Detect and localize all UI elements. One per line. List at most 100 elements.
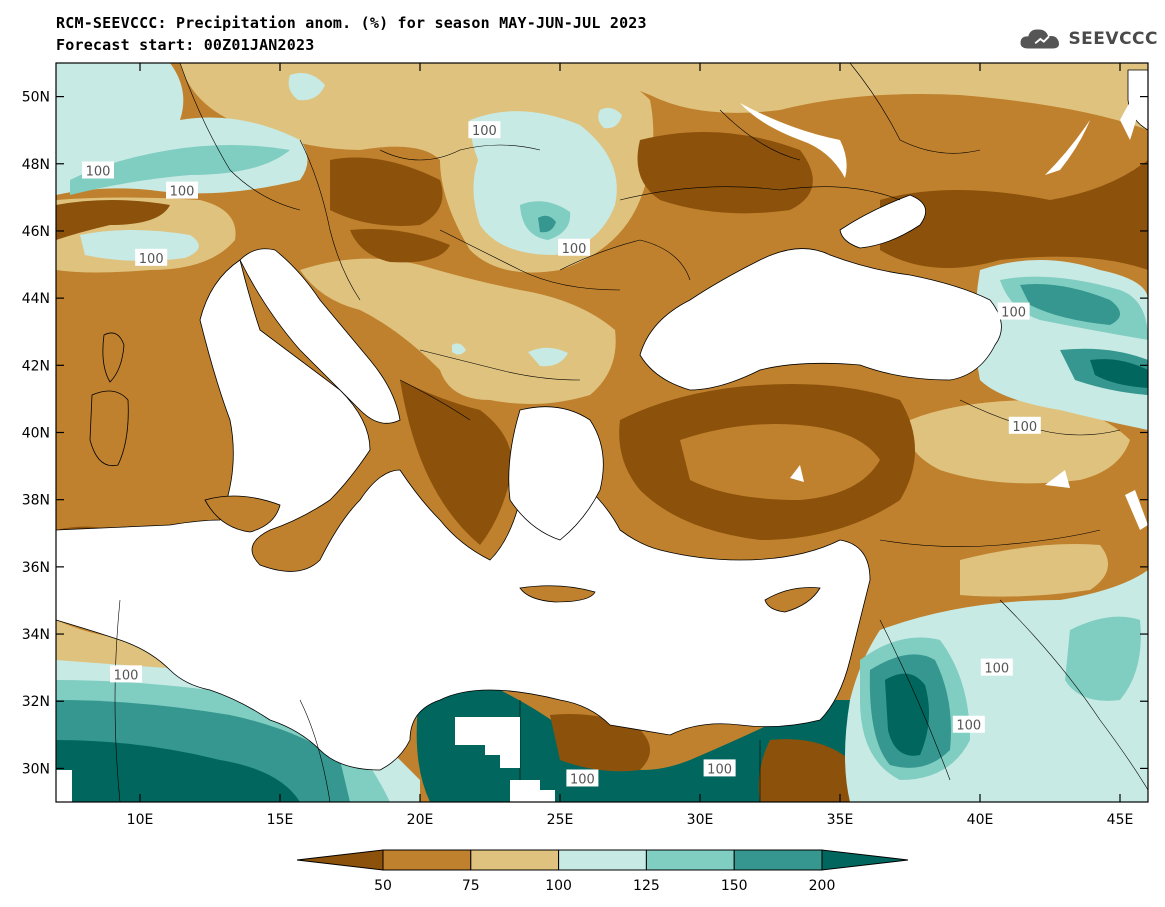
contour-label: 100 [570, 772, 595, 787]
contour-label-bg [110, 665, 142, 683]
y-tick-label: 44N [22, 291, 50, 307]
anomaly-zone-syria [960, 544, 1108, 597]
anomaly-zone-balkans [300, 258, 616, 404]
contour-label: 100 [114, 668, 139, 683]
aegean-sea [508, 406, 604, 541]
anomaly-zone-georgia-peak [1090, 359, 1148, 388]
anomaly-zone-anatolia-inner [680, 424, 880, 500]
anomaly-zone-northeast [560, 63, 1148, 130]
anomaly-zone-carpathians-peak [538, 215, 556, 233]
anomaly-zone-anatolia-east [908, 400, 1130, 484]
colorbar-segment [470, 849, 560, 871]
y-tick-label: 46N [22, 224, 50, 240]
adriatic-sea [239, 248, 401, 424]
map-title: RCM-SEEVCCC: Precipitation anom. (%) for… [56, 14, 647, 32]
anomaly-zone-switzerland [56, 200, 170, 240]
x-tick-label: 35E [827, 812, 854, 828]
y-tick-label: 30N [22, 761, 50, 777]
contour-label: 100 [956, 719, 981, 734]
colorbar-label: 75 [462, 878, 480, 894]
cloud-icon [1020, 29, 1060, 49]
mask-russia-2 [1120, 80, 1145, 140]
colorbar: 50 75 100 125 150 200 [296, 849, 909, 894]
anomaly-zone-gulf-of-sirte [416, 680, 860, 802]
anomaly-zone-libya-west-peak [56, 740, 300, 802]
contour-label-bg [82, 161, 114, 179]
contour-label: 100 [139, 252, 164, 267]
contour-label-bg [703, 759, 736, 777]
x-tick-label: 25E [547, 812, 574, 828]
anomaly-zone-po-valley [80, 230, 199, 261]
y-tick-label: 48N [22, 157, 50, 173]
crete [519, 585, 596, 603]
mask-iraq [1125, 490, 1148, 530]
contour-label: 100 [1001, 306, 1026, 321]
y-tick-label: 34N [22, 627, 50, 643]
x-axis: 10E 15E 20E 25E 30E 35E 40E 45E [127, 63, 1134, 828]
black-sea [639, 248, 1002, 391]
colorbar-label: 200 [809, 878, 836, 894]
islands [89, 332, 821, 613]
anomaly-zone-hungary [330, 157, 443, 226]
contour-label: 100 [86, 164, 111, 179]
contour-label-bg [980, 658, 1013, 676]
anomaly-zone-ukraine [637, 132, 813, 214]
anomaly-zone-cyrenaica [550, 714, 650, 772]
contour-label-bg [566, 769, 599, 787]
map-field [56, 63, 1148, 802]
sea-areas [55, 69, 1149, 771]
anomaly-zone-croatia [350, 229, 450, 263]
anomaly-zone-serbia [528, 347, 568, 367]
corsica [102, 332, 125, 383]
colorbar-segment [382, 849, 472, 871]
contour-label: 100 [562, 242, 587, 257]
contour-label: 100 [472, 124, 497, 139]
y-tick-label: 36N [22, 560, 50, 576]
contour-label: 100 [984, 662, 1009, 677]
x-tick-label: 40E [967, 812, 994, 828]
anomaly-zone-iraq-east [1065, 616, 1141, 701]
contour-label-bg [166, 181, 198, 199]
x-tick-label: 10E [127, 812, 154, 828]
contour-label: 100 [170, 185, 195, 200]
anomaly-zone-central-europe-core [70, 145, 290, 195]
sea-of-azov [839, 194, 927, 249]
x-tick-label: 30E [687, 812, 714, 828]
contour-label-bg [558, 238, 590, 256]
contour-labels: 100 100 100 100 100 100 100 100 100 100 100 100 [82, 121, 1041, 787]
sicily [204, 495, 281, 533]
mask-libya-edge [56, 770, 72, 802]
anomaly-zone-jordan-peak [885, 673, 929, 756]
contour-label: 100 [707, 762, 732, 777]
colorbar-arrow-high [821, 849, 909, 871]
anomaly-zone-caucasus-core [1020, 284, 1120, 325]
colorbar-arrow-low [296, 849, 384, 871]
mediterranean-sea [55, 259, 871, 771]
anomaly-zone-bosnia [452, 343, 466, 355]
contour-label-bg [135, 248, 168, 266]
colorbar-label: 150 [721, 878, 748, 894]
forecast-start-label: Forecast start: 00Z01JAN2023 [56, 36, 315, 54]
mask-ukraine-1 [740, 103, 847, 178]
colorbar-segment [558, 849, 647, 871]
contour-label-bg [1008, 416, 1041, 434]
colorbar-label: 125 [633, 878, 660, 894]
sardinia [89, 390, 129, 467]
contour-label-bg [952, 715, 985, 733]
y-tick-label: 40N [22, 426, 50, 442]
anomaly-zone-greece [400, 380, 512, 545]
x-tick-label: 45E [1107, 812, 1134, 828]
x-tick-label: 15E [267, 812, 294, 828]
y-axis: 50N 48N 46N 44N 42N 40N 38N 36N 34N 32N 30N [22, 90, 1148, 777]
logo-text: SEEVCCC [1068, 29, 1158, 49]
colorbar-segment [733, 849, 823, 871]
colorbar-segment [645, 849, 735, 871]
mask-turkey-2 [1045, 470, 1070, 488]
colorbar-label: 100 [545, 878, 572, 894]
anomaly-zone-egypt [758, 739, 850, 802]
anomaly-zone-carpathians [470, 111, 617, 255]
mask-turkey-1 [790, 465, 804, 482]
x-tick-label: 20E [407, 812, 434, 828]
seevccc-logo: SEEVCCC [1018, 22, 1158, 56]
